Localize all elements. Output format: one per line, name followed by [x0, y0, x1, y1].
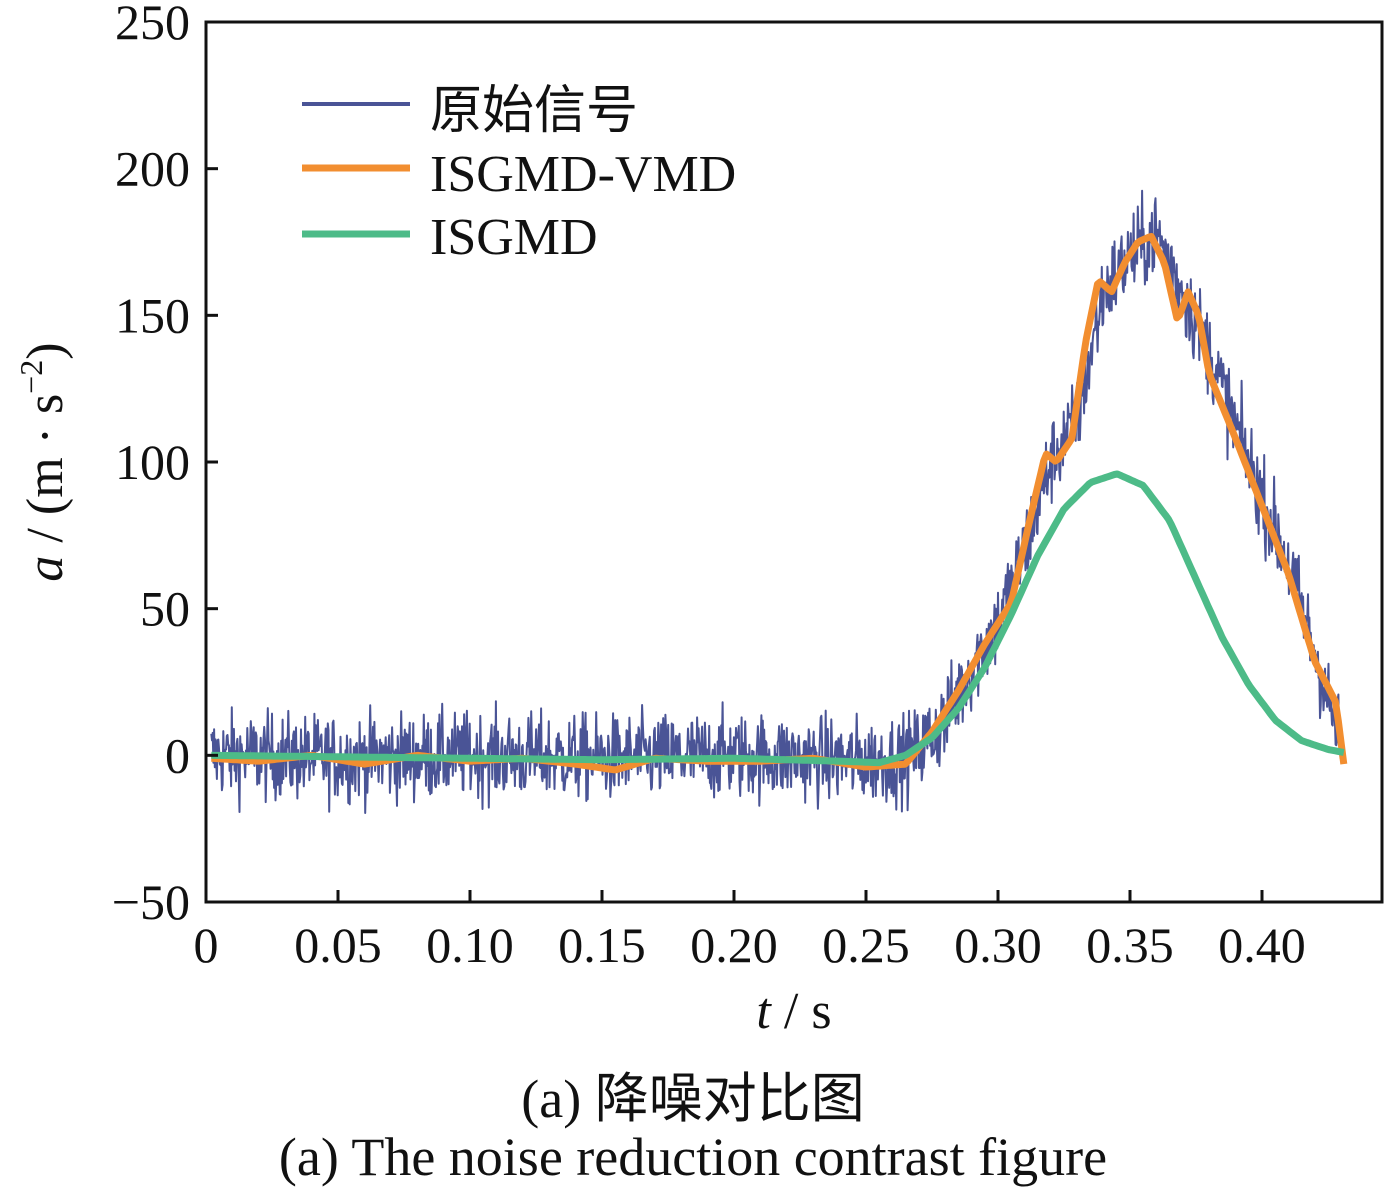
y-tick-label: 250 — [115, 0, 190, 50]
legend-label-isgmd: ISGMD — [430, 209, 598, 266]
x-tick-label: 0.25 — [822, 917, 910, 973]
x-tick-label: 0.40 — [1218, 917, 1306, 973]
series-raw-signal — [210, 189, 1343, 814]
y-tick-label: −50 — [112, 874, 190, 930]
x-tick-label: 0.15 — [558, 917, 646, 973]
x-tick-label: 0.30 — [954, 917, 1042, 973]
y-axis-title: a / (m · s−2) — [13, 342, 74, 581]
legend: 原始信号 ISGMD-VMD ISGMD — [302, 83, 736, 266]
y-tick-label: 50 — [140, 581, 190, 637]
series-layer — [210, 189, 1348, 814]
caption-chinese: (a) 降噪对比图 — [521, 1069, 865, 1129]
y-tick-label: 100 — [115, 434, 190, 490]
y-tick-label: 0 — [165, 727, 190, 783]
x-tick-label: 0 — [194, 917, 219, 973]
x-axis-title: t / s — [756, 983, 831, 1040]
y-tick-label: 200 — [115, 141, 190, 197]
y-tick-label: 150 — [115, 287, 190, 343]
series-isgmd-vmd — [210, 233, 1348, 774]
x-tick-label: 0.10 — [426, 917, 514, 973]
legend-label-raw-signal: 原始信号 — [430, 83, 638, 140]
series-isgmd — [210, 470, 1345, 767]
x-tick-label: 0.05 — [294, 917, 382, 973]
legend-label-isgmd-vmd: ISGMD-VMD — [430, 146, 736, 203]
x-tick-label: 0.35 — [1086, 917, 1174, 973]
caption-english: (a) The noise reduction contrast figure — [278, 1127, 1108, 1187]
tick-layer: 0 0.05 0.10 0.15 0.20 0.25 0.30 0.35 0.40−500501… — [112, 0, 1306, 973]
x-tick-label: 0.20 — [690, 917, 778, 973]
